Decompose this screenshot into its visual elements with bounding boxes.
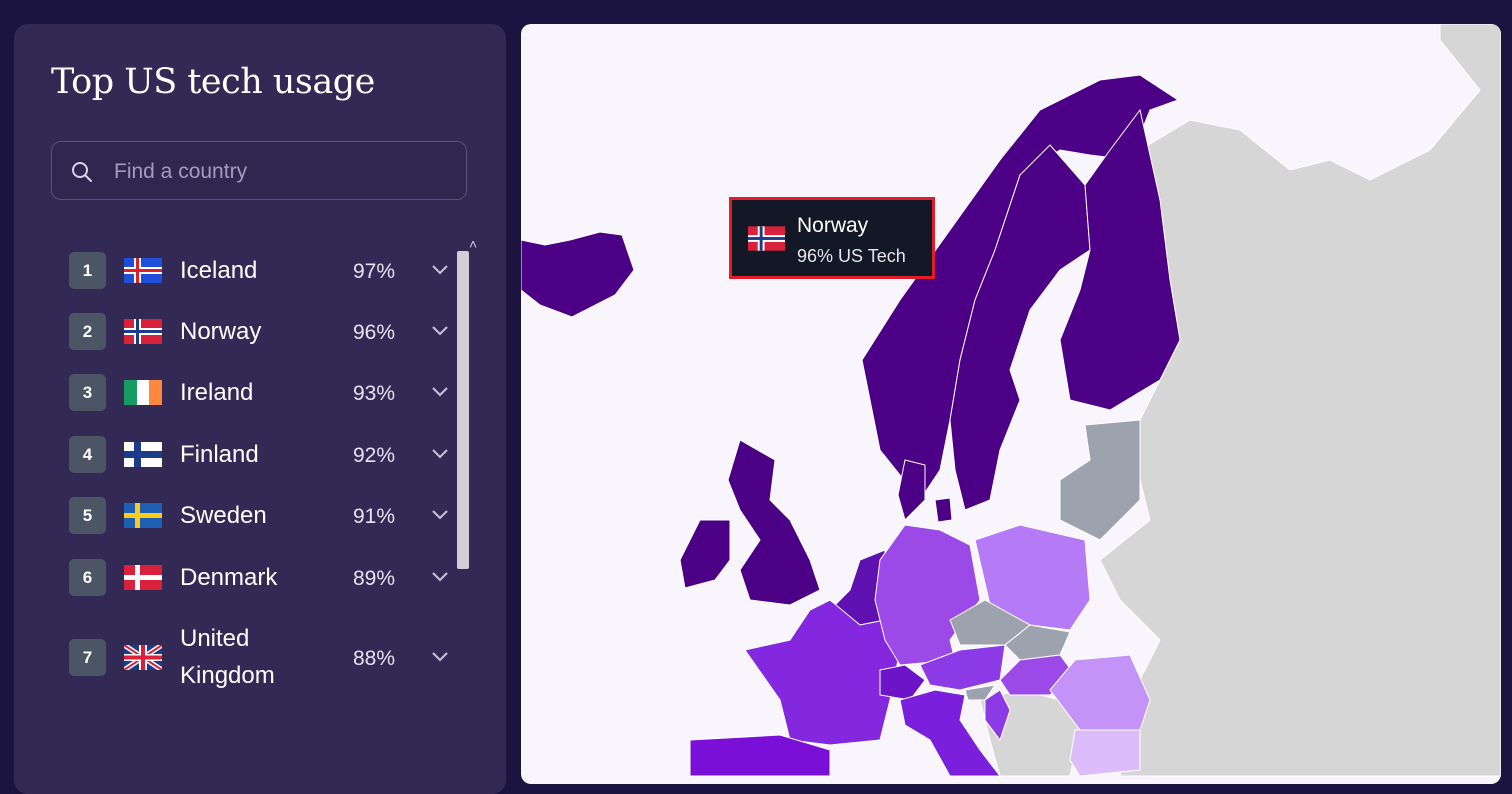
rank-badge: 6 <box>69 559 106 596</box>
rank-badge: 4 <box>69 436 106 473</box>
tooltip-country: Norway <box>797 214 869 237</box>
finland-flag-icon <box>124 442 162 467</box>
chevron-down-icon[interactable] <box>431 385 449 397</box>
region-sweden[interactable] <box>949 144 1091 511</box>
region-russia[interactable] <box>1099 24 1501 777</box>
map-svg <box>521 24 1501 777</box>
country-row-norway[interactable]: 2 Norway 96% <box>69 307 449 357</box>
region-denmark[interactable] <box>897 459 953 523</box>
country-name: United Kingdom <box>180 625 275 689</box>
norway-flag-icon <box>748 226 785 251</box>
europe-map[interactable] <box>521 24 1501 784</box>
scroll-up-arrow[interactable]: ˄ <box>469 236 478 252</box>
region-switzerland[interactable] <box>879 664 926 701</box>
scrollbar-thumb[interactable] <box>457 251 469 569</box>
country-percent: 93% <box>352 382 395 405</box>
country-name: Sweden <box>180 502 267 529</box>
sweden-flag-icon <box>124 503 162 528</box>
uk-flag-icon <box>124 645 162 670</box>
chevron-down-icon[interactable] <box>431 570 449 582</box>
region-baltics[interactable] <box>1059 419 1141 541</box>
rank-badge: 5 <box>69 497 106 534</box>
chevron-down-icon[interactable] <box>431 508 449 520</box>
map-tooltip: Norway 96% US Tech <box>729 197 935 279</box>
ireland-flag-icon <box>124 380 162 405</box>
search-icon <box>72 162 92 182</box>
country-name: Denmark <box>180 564 278 591</box>
region-iceland[interactable] <box>521 231 635 318</box>
country-percent: 91% <box>352 505 395 528</box>
chevron-down-icon[interactable] <box>431 447 449 459</box>
page-title: Top US tech usage <box>51 62 375 102</box>
region-slovakia[interactable] <box>1004 624 1071 661</box>
region-spain[interactable] <box>689 734 831 777</box>
chevron-down-icon[interactable] <box>431 650 449 662</box>
country-name: Norway <box>180 318 262 345</box>
country-name: Finland <box>180 441 259 468</box>
region-united-kingdom[interactable] <box>727 439 821 606</box>
region-ireland[interactable] <box>679 519 731 589</box>
rank-badge: 7 <box>69 639 106 676</box>
country-row-iceland[interactable]: 1 Iceland 97% <box>69 245 449 295</box>
country-percent: 88% <box>352 647 395 670</box>
country-row-united-kingdom[interactable]: 7 United Kingdom 88% <box>69 620 449 700</box>
country-row-sweden[interactable]: 5 Sweden 91% <box>69 491 449 541</box>
country-percent: 92% <box>352 444 395 467</box>
region-croatia[interactable] <box>984 689 1011 742</box>
rank-badge: 2 <box>69 313 106 350</box>
country-percent: 97% <box>352 260 395 283</box>
region-france[interactable] <box>744 599 901 746</box>
country-name: Ireland <box>180 379 254 406</box>
rank-badge: 3 <box>69 374 106 411</box>
region-italy[interactable] <box>899 689 1002 777</box>
region-finland[interactable] <box>1059 108 1181 411</box>
country-row-denmark[interactable]: 6 Denmark 89% <box>69 553 449 603</box>
region-bulgaria[interactable] <box>1069 729 1141 777</box>
norway-flag-icon <box>124 319 162 344</box>
country-row-ireland[interactable]: 3 Ireland 93% <box>69 368 449 418</box>
iceland-flag-icon <box>124 258 162 283</box>
rank-badge: 1 <box>69 252 106 289</box>
search-input[interactable] <box>112 142 456 201</box>
tooltip-value: 96% US Tech <box>797 246 906 266</box>
denmark-flag-icon <box>124 565 162 590</box>
country-name: Iceland <box>180 257 258 284</box>
country-percent: 89% <box>352 567 395 590</box>
chevron-down-icon[interactable] <box>431 324 449 336</box>
country-percent: 96% <box>352 321 395 344</box>
sidebar: Top US tech usage 1 Iceland 97% 2 <box>14 24 506 794</box>
search-box[interactable] <box>51 141 467 201</box>
chevron-down-icon[interactable] <box>431 263 449 275</box>
country-row-finland[interactable]: 4 Finland 92% <box>69 430 449 480</box>
